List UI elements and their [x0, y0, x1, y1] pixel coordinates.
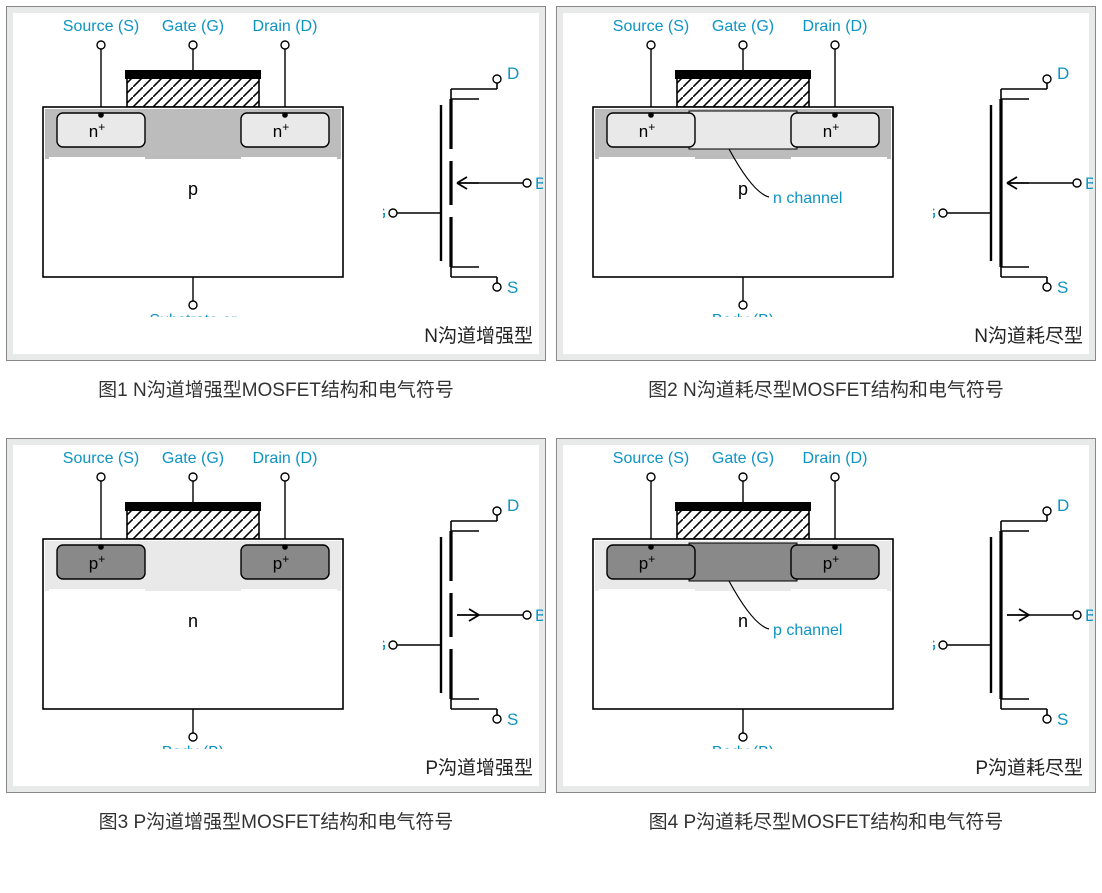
mosfet-panel: Source (S) Gate (G) Drain (D) p+ p+ p ch…: [556, 438, 1096, 793]
svg-text:Substrate orbody (B): Substrate orbody (B): [149, 312, 237, 317]
svg-text:n channel: n channel: [773, 190, 842, 207]
drain-terminal-label: Drain (D): [253, 450, 318, 467]
svg-text:Body (B): Body (B): [712, 744, 774, 749]
panel-caption: 图3 P沟道增强型MOSFET结构和电气符号: [6, 793, 546, 860]
drain-terminal-label: Drain (D): [803, 18, 868, 35]
svg-text:S: S: [507, 710, 518, 729]
mosfet-symbol: D G B S: [933, 485, 1093, 745]
panel-caption: 图1 N沟道增强型MOSFET结构和电气符号: [6, 361, 546, 428]
source-terminal-label: Source (S): [63, 450, 139, 467]
mosfet-symbol: D G B S: [383, 485, 543, 745]
panel-type-label: P沟道增强型: [425, 753, 533, 780]
mosfet-structure: Source (S) Gate (G) Drain (D) p+ p+ n Bo…: [23, 449, 363, 749]
source-terminal-label: Source (S): [613, 450, 689, 467]
svg-text:G: G: [933, 204, 936, 223]
mosfet-panel: Source (S) Gate (G) Drain (D) p+ p+ n Bo…: [6, 438, 546, 793]
panel-type-label: P沟道耗尽型: [975, 753, 1083, 780]
svg-text:D: D: [507, 64, 519, 83]
svg-text:G: G: [383, 636, 386, 655]
mosfet-symbol: D G B S: [933, 53, 1093, 313]
svg-text:S: S: [1057, 278, 1068, 297]
mosfet-structure: Source (S) Gate (G) Drain (D) n+ n+ n ch…: [573, 17, 913, 317]
panel-caption: 图2 N沟道耗尽型MOSFET结构和电气符号: [556, 361, 1096, 428]
gate-terminal-label: Gate (G): [162, 450, 224, 467]
mosfet-panel: Source (S) Gate (G) Drain (D) n+ n+ p Su…: [6, 6, 546, 361]
svg-text:S: S: [1057, 710, 1068, 729]
svg-text:Body (B): Body (B): [712, 312, 774, 317]
mosfet-panel: Source (S) Gate (G) Drain (D) n+ n+ n ch…: [556, 6, 1096, 361]
svg-text:n: n: [188, 611, 198, 631]
mosfet-symbol: D G B S: [383, 53, 543, 313]
gate-terminal-label: Gate (G): [712, 450, 774, 467]
svg-text:n: n: [738, 611, 748, 631]
mosfet-structure: Source (S) Gate (G) Drain (D) p+ p+ p ch…: [573, 449, 913, 749]
svg-text:G: G: [933, 636, 936, 655]
svg-text:B: B: [1085, 174, 1093, 193]
panel-type-label: N沟道增强型: [424, 321, 533, 348]
source-terminal-label: Source (S): [613, 18, 689, 35]
svg-text:B: B: [535, 606, 543, 625]
svg-text:D: D: [1057, 64, 1069, 83]
svg-text:G: G: [383, 204, 386, 223]
svg-text:p channel: p channel: [773, 622, 842, 639]
gate-terminal-label: Gate (G): [162, 18, 224, 35]
drain-terminal-label: Drain (D): [253, 18, 318, 35]
panel-caption: 图4 P沟道耗尽型MOSFET结构和电气符号: [556, 793, 1096, 860]
svg-text:B: B: [535, 174, 543, 193]
svg-text:p: p: [188, 179, 198, 199]
panel-type-label: N沟道耗尽型: [974, 321, 1083, 348]
drain-terminal-label: Drain (D): [803, 450, 868, 467]
svg-text:D: D: [507, 496, 519, 515]
svg-text:B: B: [1085, 606, 1093, 625]
svg-text:D: D: [1057, 496, 1069, 515]
source-terminal-label: Source (S): [63, 18, 139, 35]
svg-text:Body (B): Body (B): [162, 744, 224, 749]
gate-terminal-label: Gate (G): [712, 18, 774, 35]
svg-text:p: p: [738, 179, 748, 199]
mosfet-structure: Source (S) Gate (G) Drain (D) n+ n+ p Su…: [23, 17, 363, 317]
svg-text:S: S: [507, 278, 518, 297]
